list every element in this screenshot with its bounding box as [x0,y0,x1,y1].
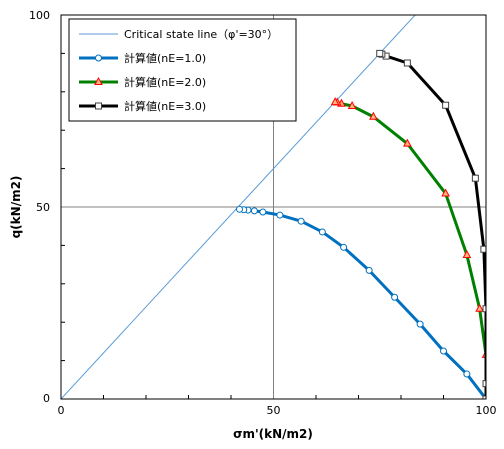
legend-label: 計算値(nE=2.0) [124,75,206,89]
data-point [403,59,411,67]
data-point [403,138,412,147]
plot-area-border [60,14,487,400]
data-point [376,49,384,57]
data-point [416,320,424,328]
y-tick-label: 50 [36,201,50,214]
data-point [441,188,450,197]
series-group [330,97,486,399]
series-group [236,205,486,399]
x-tick-label: 50 [267,404,281,417]
minor-ticks [61,52,444,399]
x-tick-labels: 0 50 100 [58,404,497,417]
data-point [276,211,284,219]
legend-marker-symbol [94,76,103,85]
legend-marker-symbol [95,54,102,62]
data-point [480,245,486,253]
y-tick-label: 100 [29,9,50,22]
data-point [236,205,243,213]
x-tick-label: 0 [58,404,65,417]
data-point [340,243,348,251]
data-point [365,266,373,274]
data-point [482,305,486,313]
data-point [471,174,479,182]
data-point [440,347,447,355]
data-point [463,370,471,378]
y-tick-label: 0 [43,392,50,405]
data-point [259,208,267,216]
x-tick-label: 100 [476,404,497,417]
data-point [330,97,340,106]
data-point [347,100,357,110]
data-point [462,249,472,258]
data-point [297,217,305,225]
data-point [482,395,486,399]
y-tick-labels: 0 50 100 [29,9,50,405]
data-point [482,380,486,388]
legend-label: 計算値(nE=1.0) [124,51,206,65]
legend-box [68,18,297,122]
y-axis-label: q(kN/m2) [9,176,23,239]
series-group [376,49,486,399]
x-axis-label: σm'(kN/m2) [233,427,313,441]
data-point [250,207,258,215]
data-point [369,111,378,120]
legend-label: Critical state line（φ'=30°） [124,28,278,41]
legend-label: 計算値(nE=3.0) [124,99,206,113]
data-point [475,303,484,312]
legend: Critical state line（φ'=30°） 計算値(nE=1.0) … [68,18,297,122]
data-point [318,228,326,236]
data-point [391,293,399,301]
legend-symbols [79,33,118,110]
legend-marker-symbol [95,102,102,110]
data-point [442,101,450,109]
